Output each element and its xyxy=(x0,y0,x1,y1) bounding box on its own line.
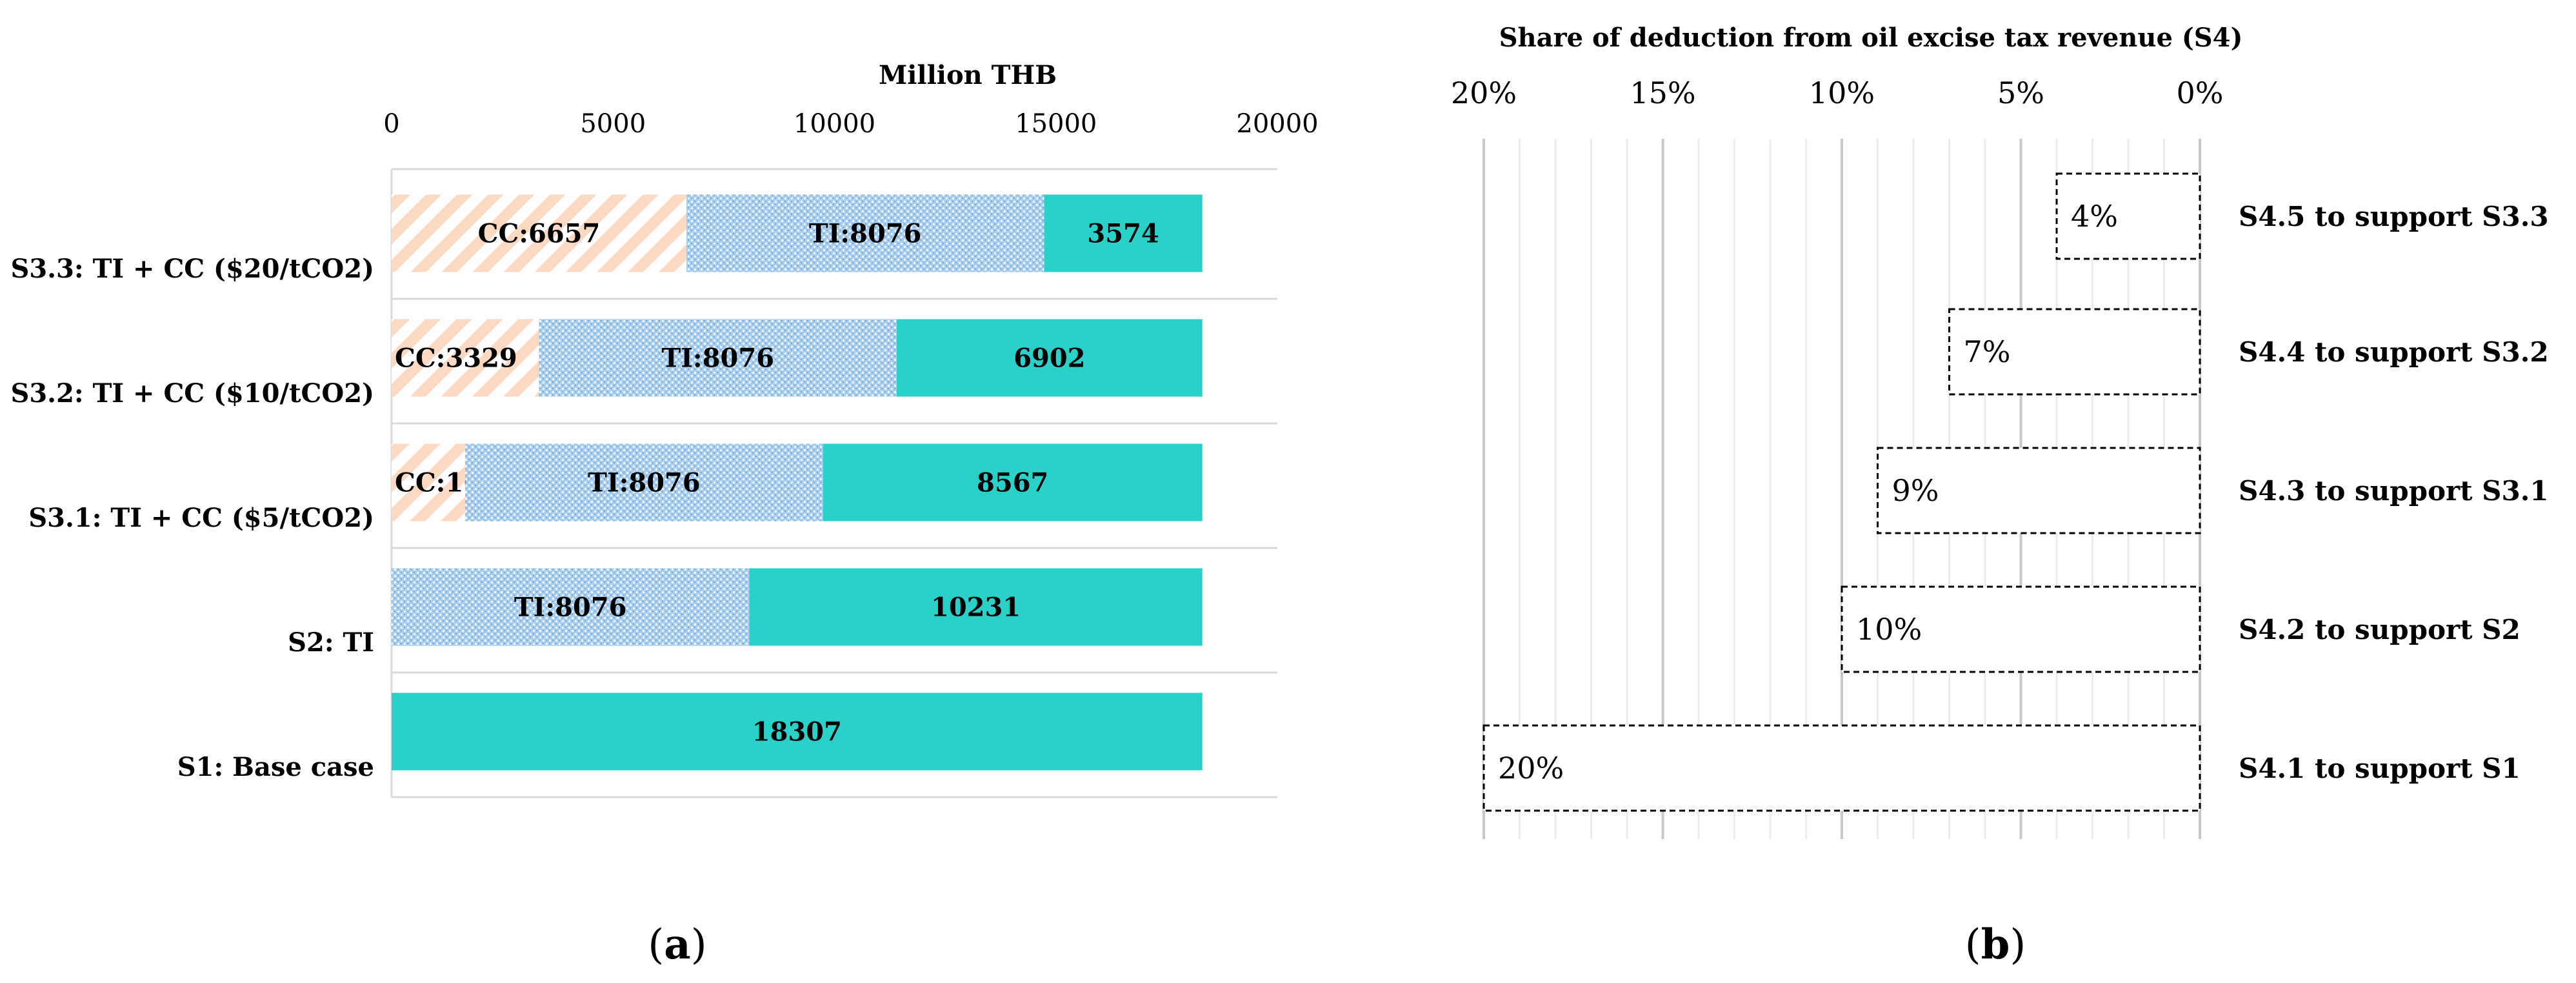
panel-a-axis-title: Million THB xyxy=(879,60,1057,90)
panel-a-bar-ti-segment xyxy=(539,319,897,397)
panel-a-category-label: S3.3: TI + CC ($20/tCO2) xyxy=(10,254,374,284)
panel-b-x-tick-label: 10% xyxy=(1809,76,1875,110)
panel-a-bar-remaining-segment xyxy=(392,693,1203,771)
panel-b-x-tick-label: 15% xyxy=(1630,76,1695,110)
panel-a-x-ticks: 0 5000 10000 15000 20000 xyxy=(383,109,1318,139)
panel-a-x-tick-label: 0 xyxy=(383,109,399,139)
panel-a-data-label: 10231 xyxy=(931,593,1021,623)
panel-a-bar-ti-segment xyxy=(686,194,1044,272)
panel-b-category-label: S4.3 to support S3.1 xyxy=(2239,475,2549,507)
panel-a-category-label: S2: TI xyxy=(288,627,374,658)
panel-b-bar xyxy=(1841,585,2201,673)
panel-a-bar-ti-segment xyxy=(465,443,823,522)
panel-a-category-labels: S3.3: TI + CC ($20/tCO2) S3.2: TI + CC ($… xyxy=(10,254,374,782)
panel-a-category-label: S1: Base case xyxy=(177,752,374,782)
panel-a-data-label: 8567 xyxy=(977,468,1048,498)
panel-b-x-tick-label: 5% xyxy=(1997,76,2044,110)
panel-a: Million THB 0 5000 10000 15000 20000 CC:6657… xyxy=(10,60,1318,969)
panel-b-bar xyxy=(1948,308,2201,396)
panel-b-bar xyxy=(2055,172,2201,260)
panel-a-x-tick-label: 15000 xyxy=(1015,109,1097,139)
panel-b-caption: (b) xyxy=(1965,920,2026,969)
panel-b-data-label: 7% xyxy=(1964,334,2011,369)
panel-a-data-label: TI:8076 xyxy=(514,593,627,623)
panel-a-x-tick-label: 20000 xyxy=(1236,109,1318,139)
panel-a-data-label: TI:8076 xyxy=(661,343,774,374)
panel-b-x-tick-label: 20% xyxy=(1451,76,1517,110)
panel-b-axis-title: Share of deduction from oil excise tax r… xyxy=(1499,23,2243,53)
panel-b-data-label: 20% xyxy=(1498,751,1564,785)
panel-a-bar-cc-segment xyxy=(392,319,539,397)
panel-a-x-tick-label: 5000 xyxy=(580,109,646,139)
panel-a-data-label: CC:6657 xyxy=(478,219,601,249)
panel-a-caption: (a) xyxy=(648,920,706,969)
panel-b-category-label: S4.5 to support S3.3 xyxy=(2239,201,2549,232)
panel-a-data-label: 3574 xyxy=(1087,219,1159,249)
panel-a-bar-remaining-segment xyxy=(823,443,1203,522)
panel-b-data-label: 10% xyxy=(1856,612,1922,647)
panel-b-category-label: S4.2 to support S2 xyxy=(2239,614,2521,645)
panel-b-category-label: S4.1 to support S1 xyxy=(2239,753,2521,784)
panel-b-bars: 4% 7% 9% 10% 20% xyxy=(1483,172,2201,812)
panel-a-bar-remaining-segment xyxy=(896,319,1203,397)
panel-a-x-tick-label: 10000 xyxy=(794,109,875,139)
panel-b-data-label: 9% xyxy=(1892,473,1939,508)
panel-a-category-label: S3.2: TI + CC ($10/tCO2) xyxy=(10,378,374,409)
panel-b-bar xyxy=(1483,724,2201,812)
panel-b-x-ticks: 20% 15% 10% 5% 0% xyxy=(1451,76,2224,110)
panel-a-data-label: TI:8076 xyxy=(809,219,922,249)
panel-a-bar-cc-segment xyxy=(392,194,687,272)
panel-a-data-label: TI:8076 xyxy=(588,468,701,498)
panel-b: Share of deduction from oil excise tax r… xyxy=(1451,23,2549,969)
panel-a-data-label: 6902 xyxy=(1013,343,1085,374)
panel-a-bar-remaining-segment xyxy=(749,568,1203,646)
panel-a-separators xyxy=(390,168,1277,798)
panel-b-data-label: 4% xyxy=(2071,199,2118,234)
panel-b-bar xyxy=(1877,447,2201,534)
panel-a-bar-cc-segment xyxy=(392,443,466,522)
panel-a-category-label: S3.1: TI + CC ($5/tCO2) xyxy=(28,503,374,533)
panel-b-category-labels: S4.5 to support S3.3 S4.4 to support S3.2… xyxy=(2239,201,2549,784)
panel-b-category-label: S4.4 to support S3.2 xyxy=(2239,336,2549,368)
panel-b-x-tick-label: 0% xyxy=(2177,76,2224,110)
panel-a-data-label: CC:3329 xyxy=(395,343,517,374)
panel-a-bar-ti-segment xyxy=(392,568,750,646)
panel-a-bar-remaining-segment xyxy=(1044,194,1203,272)
panel-a-data-label: 18307 xyxy=(752,717,842,747)
